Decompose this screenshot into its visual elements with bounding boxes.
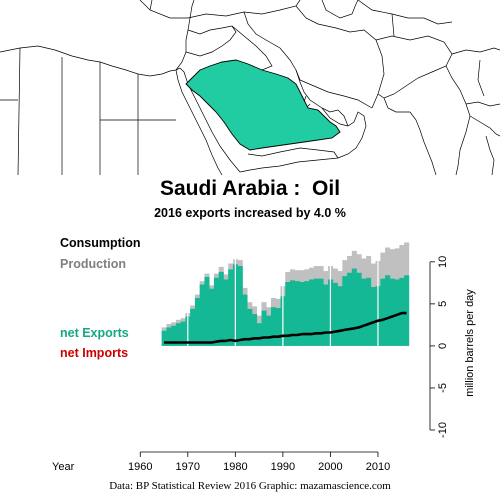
x-axis: 1960 1970 1980 1990 2000 2010	[128, 451, 390, 473]
x-tick-label: 1960	[128, 461, 152, 473]
net-exports-bar	[347, 272, 353, 346]
net-exports-bar	[256, 323, 262, 346]
net-exports-bar	[366, 277, 372, 346]
net-exports-bar	[389, 278, 395, 346]
net-exports-bar	[385, 275, 391, 346]
net-exports-bar	[242, 294, 248, 346]
y-tick-label: -10	[437, 422, 449, 438]
net-exports-bar	[370, 287, 376, 346]
net-exports-bar	[299, 282, 305, 346]
net-exports-bar	[275, 308, 281, 346]
y-tick-label: -5	[437, 383, 449, 393]
net-exports-bar	[204, 276, 210, 346]
net-exports-bar	[337, 286, 343, 346]
location-map	[0, 0, 500, 175]
source-footer: Data: BP Statistical Review 2016 Graphic…	[109, 480, 391, 492]
legend-consumption: Consumption	[60, 236, 141, 250]
net-exports-bar	[251, 313, 258, 346]
net-exports-bar	[342, 276, 348, 346]
net-exports-bar	[404, 275, 410, 346]
net-exports-bar	[213, 277, 220, 346]
chart-subtitle: 2016 exports increased by 4.0 %	[154, 206, 346, 220]
net-exports-bar	[309, 279, 315, 346]
net-exports-bar	[294, 281, 300, 346]
y-axis-label: million barrels per day	[464, 289, 476, 397]
x-tick-label: 1990	[271, 461, 295, 473]
net-exports-bar	[313, 278, 319, 346]
net-exports-bar	[261, 310, 267, 346]
net-exports-bar	[199, 284, 205, 346]
net-exports-bar	[194, 297, 200, 346]
net-exports-bar	[237, 266, 243, 346]
saudi-arabia-shape	[185, 59, 341, 151]
consumption-line	[164, 311, 407, 344]
decade-gridlines	[187, 240, 379, 346]
net-exports-bar	[318, 278, 324, 346]
y-tick-label: 10	[437, 256, 449, 268]
x-tick-label: 1970	[176, 461, 200, 473]
y-tick-label: 5	[437, 301, 449, 307]
net-exports-bar	[161, 330, 167, 346]
net-exports-bar	[175, 323, 181, 346]
x-tick-label: 2010	[366, 461, 390, 473]
net-exports-bar	[332, 282, 338, 346]
net-exports-bar	[190, 308, 196, 346]
y-axis: -10 -5 0 5 10	[429, 256, 449, 438]
y-tick-label: 0	[437, 343, 449, 349]
net-exports-bar	[218, 271, 224, 346]
x-tick-label: 1980	[223, 461, 247, 473]
net-exports-bar	[266, 315, 272, 346]
x-tick-label: 2000	[318, 461, 342, 473]
chart-title: Saudi Arabia : Oil	[159, 177, 341, 200]
x-axis-label: Year	[52, 461, 75, 473]
net-exports-bar	[380, 278, 386, 346]
legend-production: Production	[60, 257, 126, 271]
net-exports-bar	[304, 281, 310, 346]
net-exports-bar	[394, 279, 400, 346]
legend-net-imports: net Imports	[60, 346, 128, 360]
legend-net-exports: net Exports	[60, 326, 129, 340]
net-exports-bar	[323, 284, 329, 346]
net-exports-bar	[223, 279, 229, 346]
net-exports-bar	[290, 280, 296, 346]
net-exports-bar	[351, 268, 357, 346]
net-exports-bar	[361, 278, 367, 346]
net-exports-bar	[209, 288, 215, 346]
net-exports-bar	[247, 308, 253, 346]
net-exports-bar	[285, 282, 291, 346]
net-exports-bar	[180, 321, 186, 346]
net-exports-bar	[356, 272, 362, 346]
net-exports-bar	[166, 327, 172, 346]
net-exports-bar	[171, 325, 177, 346]
net-exports-bar	[228, 269, 234, 346]
net-exports-bar	[271, 307, 277, 346]
map-svg	[0, 0, 500, 175]
